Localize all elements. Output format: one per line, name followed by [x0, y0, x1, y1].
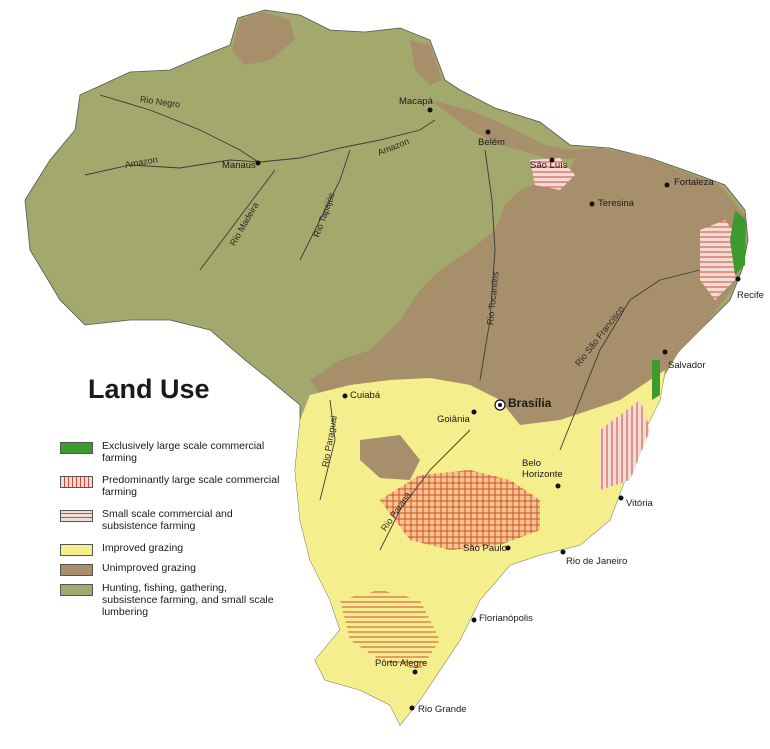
- label-sao-luis: São Luís: [530, 160, 568, 171]
- label-belo-horizonte: Belo Horizonte: [522, 458, 574, 480]
- region-vertical-east: [600, 400, 650, 490]
- city-dot-manaus: [255, 160, 261, 166]
- legend-label: Exclusively large scale commercial farmi…: [102, 440, 265, 464]
- river-negro: [99, 94, 259, 163]
- city-dot-florianopolis: [471, 617, 477, 623]
- label-sao-paulo: São Paulo: [463, 543, 507, 554]
- legend-swatch: [60, 584, 93, 596]
- label-belem: Belém: [478, 137, 505, 148]
- legend-label: Improved grazing: [102, 542, 184, 554]
- river-parana: [379, 429, 471, 551]
- region-unimproved-inset: [360, 435, 420, 480]
- region-exclusive-large-salvador: [652, 360, 660, 400]
- label-cuiaba: Cuiabá: [350, 390, 381, 401]
- city-dot-sao-luis: [549, 157, 555, 163]
- legend-label: Hunting, fishing, gathering, subsistence…: [102, 582, 274, 618]
- region-unimproved-north2: [410, 40, 442, 85]
- city-dot-teresina: [589, 201, 595, 207]
- label-manaus: Manaus: [222, 160, 256, 171]
- label-recife: Recife: [737, 290, 764, 301]
- region-exclusive-large-ne: [730, 210, 746, 275]
- river-amazon: [84, 119, 436, 176]
- city-dot-sao-paulo: [505, 545, 511, 551]
- city-dot-rio-grande: [409, 705, 415, 711]
- label-belo-horizonte-text: Belo Horizonte: [522, 458, 563, 480]
- region-small-commercial-south: [340, 590, 440, 670]
- river-tocantins: [479, 149, 496, 381]
- label-teresina: Teresina: [598, 198, 634, 209]
- river-tapajos: [299, 149, 351, 261]
- city-dot-recife: [735, 276, 741, 282]
- map-title: Land Use: [88, 374, 210, 404]
- label-rio-grande: Rio Grande: [418, 704, 467, 715]
- city-dot-salvador: [662, 349, 668, 355]
- label-vitoria: Vitória: [626, 498, 653, 509]
- label-brasilia: Brasília: [508, 396, 552, 410]
- city-dot-cuiaba: [342, 393, 348, 399]
- label-rio-de-janeiro: Rio de Janeiro: [566, 556, 628, 567]
- river-paraguai: [319, 399, 336, 501]
- river-madeira: [199, 169, 276, 271]
- city-dot-goiania: [471, 409, 477, 415]
- legend-swatch: [60, 476, 93, 488]
- legend-label: Predominantly large scale commercial far…: [102, 474, 280, 498]
- label-salvador: Salvador: [668, 360, 706, 371]
- city-dot-belo-horizonte: [555, 483, 561, 489]
- city-dot-macapa: [427, 107, 433, 113]
- label-florianopolis: Florianópolis: [479, 613, 533, 624]
- label-goiania: Goiânia: [437, 414, 470, 425]
- label-macapa: Macapá: [399, 96, 433, 107]
- region-small-commercial-saoluis: [530, 158, 575, 190]
- city-dot-belem: [485, 129, 491, 135]
- river-sao-francisco: [559, 269, 701, 451]
- legend-swatch: [60, 510, 93, 522]
- legend-label: Unimproved grazing: [102, 562, 196, 574]
- legend-label: Small scale commercial and subsistence f…: [102, 508, 233, 532]
- legend-swatch: [60, 442, 93, 454]
- label-fortaleza: Fortaleza: [674, 177, 714, 188]
- legend-swatch: [60, 564, 93, 576]
- label-porto-alegre: Pôrto Alegre: [375, 658, 428, 669]
- legend-swatch: [60, 544, 93, 556]
- city-dot-porto-alegre: [412, 669, 418, 675]
- region-large-commercial-patterned: [380, 470, 540, 550]
- city-dot-fortaleza: [664, 182, 670, 188]
- city-dot-vitoria: [618, 495, 624, 501]
- region-unimproved-north: [232, 12, 295, 65]
- city-dot-rio: [560, 549, 566, 555]
